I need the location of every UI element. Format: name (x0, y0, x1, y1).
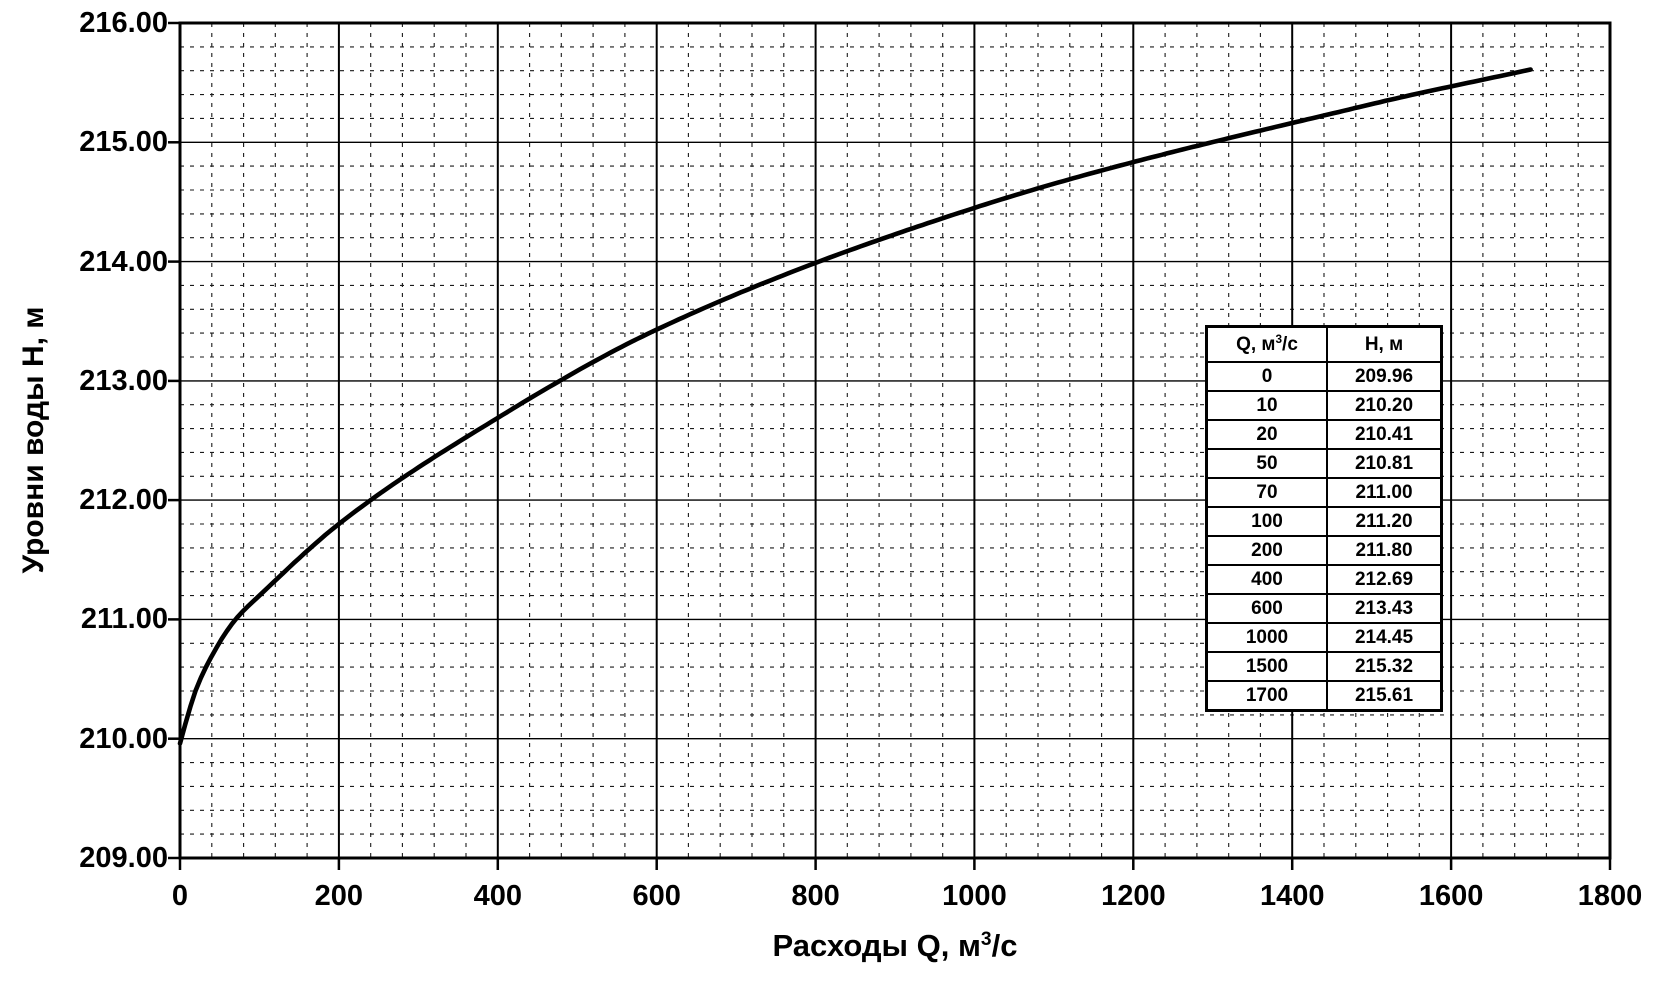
x-tick-label-400: 400 (473, 880, 522, 912)
rating-table-row-100: 100 211.20 (1205, 506, 1443, 537)
header-q-superscript: 3 (1275, 333, 1283, 347)
rating-table-row-1500: 1500 215.32 (1205, 651, 1443, 682)
y-tick-label-213.00: 213.00 (79, 364, 168, 397)
y-tick-label-212.00: 212.00 (79, 484, 168, 517)
x-tick-label-1200: 1200 (1101, 880, 1166, 912)
rating-table-q-value: 600 (1205, 593, 1328, 624)
y-tick-label-210.00: 210.00 (79, 722, 168, 755)
rating-table-header-row: Q, м3/с Н, м (1205, 325, 1443, 363)
x-tick-label-1000: 1000 (942, 880, 1007, 912)
rating-table-header-h: Н, м (1326, 325, 1443, 363)
header-q-text: Q, м (1236, 333, 1276, 355)
y-tick-label-216.00: 216.00 (79, 7, 168, 39)
x-tick-label-600: 600 (632, 880, 681, 912)
rating-table-q-value: 20 (1205, 419, 1328, 450)
rating-table-row-10: 10 210.20 (1205, 390, 1443, 421)
rating-table-q-value: 0 (1205, 361, 1328, 392)
rating-table-row-70: 70 211.00 (1205, 477, 1443, 508)
rating-table-h-value: 211.80 (1326, 535, 1443, 566)
rating-table-q-value: 100 (1205, 506, 1328, 537)
rating-curve-line (177, 67, 1533, 746)
x-tick-label-0: 0 (171, 880, 189, 912)
rating-table-q-value: 70 (1205, 477, 1328, 508)
rating-table-h-value: 213.43 (1326, 593, 1443, 624)
x-axis-title-superscript: 3 (980, 929, 992, 951)
rating-table-q-value: 50 (1205, 448, 1328, 479)
rating-table-q-value: 10 (1205, 390, 1328, 421)
rating-table-row-200: 200 211.80 (1205, 535, 1443, 566)
y-tick-label-211.00: 211.00 (80, 603, 168, 636)
rating-table-h-value: 210.41 (1326, 419, 1443, 450)
rating-table-h-value: 211.20 (1326, 506, 1443, 537)
y-tick-label-209.00: 209.00 (79, 842, 168, 874)
rating-table: Q, м3/с Н, м 0 209.96 10 210.20 20 210.41 50 21… (1205, 325, 1443, 712)
x-axis-title-unit: /с (991, 928, 1018, 963)
rating-table-q-value: 400 (1205, 564, 1328, 595)
x-tick-label-200: 200 (314, 880, 364, 912)
rating-table-h-value: 209.96 (1326, 361, 1443, 392)
rating-table-h-value: 215.32 (1326, 651, 1443, 682)
x-tick-label-800: 800 (791, 880, 840, 912)
y-tick-label-215.00: 215.00 (79, 126, 168, 159)
rating-table-h-value: 215.61 (1326, 680, 1443, 712)
y-axis-title: Уровни воды Н, м (17, 306, 50, 574)
x-tick-label-1400: 1400 (1259, 880, 1325, 912)
rating-table-q-value: 200 (1205, 535, 1328, 566)
rating-table-row-50: 50 210.81 (1205, 448, 1443, 479)
rating-table-row-400: 400 212.69 (1205, 564, 1443, 595)
x-axis-title: Расходы Q, м3/с (773, 928, 1018, 964)
rating-table-q-value: 1500 (1205, 651, 1328, 682)
rating-table-h-value: 210.20 (1326, 390, 1443, 421)
rating-table-row-1000: 1000 214.45 (1205, 622, 1443, 653)
rating-table-h-value: 212.69 (1326, 564, 1443, 595)
rating-table-h-value: 211.00 (1326, 477, 1443, 508)
rating-table-row-1700: 1700 215.61 (1205, 680, 1443, 712)
x-axis-title-text: Расходы Q, м (772, 928, 981, 963)
rating-table-h-value: 210.81 (1326, 448, 1443, 479)
x-tick-label-1800: 1800 (1577, 880, 1643, 912)
y-tick-label-214.00: 214.00 (79, 245, 168, 278)
rating-table-q-value: 1700 (1205, 680, 1328, 712)
rating-table-header-q: Q, м3/с (1205, 325, 1328, 363)
rating-table-row-20: 20 210.41 (1205, 419, 1443, 450)
rating-table-h-value: 214.45 (1326, 622, 1443, 653)
rating-table-row-0: 0 209.96 (1205, 361, 1443, 392)
rating-table-q-value: 1000 (1205, 622, 1328, 653)
x-tick-label-1600: 1600 (1418, 880, 1484, 912)
rating-table-row-600: 600 213.43 (1205, 593, 1443, 624)
header-q-unit: /с (1282, 333, 1298, 355)
